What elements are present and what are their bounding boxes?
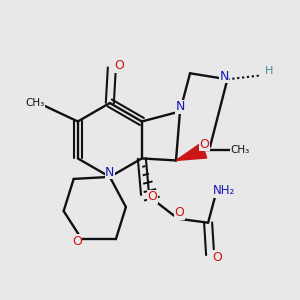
Text: O: O	[147, 190, 157, 203]
Text: O: O	[72, 235, 82, 248]
Text: O: O	[200, 138, 209, 151]
Polygon shape	[176, 143, 207, 160]
Text: NH₂: NH₂	[213, 184, 235, 197]
Text: O: O	[174, 206, 184, 219]
Text: CH₃: CH₃	[25, 98, 44, 108]
Text: CH₃: CH₃	[231, 145, 250, 154]
Text: N: N	[105, 166, 115, 178]
Text: H: H	[265, 66, 273, 76]
Text: N: N	[175, 100, 185, 113]
Text: O: O	[212, 251, 222, 264]
Text: O: O	[114, 59, 124, 72]
Text: N: N	[220, 70, 229, 83]
